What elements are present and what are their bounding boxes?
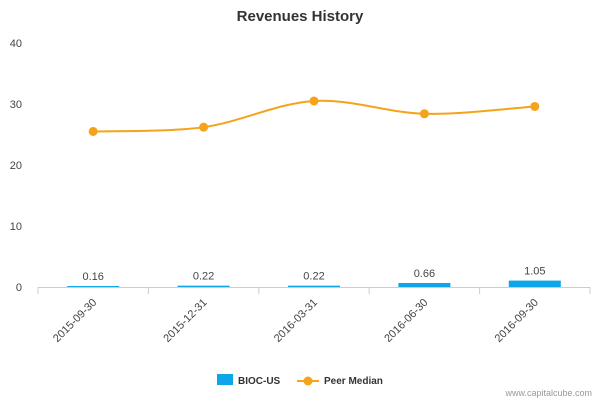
legend[interactable]: BIOC-US Peer Median <box>217 374 383 387</box>
bar-series <box>67 280 561 287</box>
peer-median-point[interactable] <box>199 122 209 132</box>
bar-data-labels: 0.16 0.22 0.22 0.66 1.05 <box>82 266 545 283</box>
x-tick-label: 2016-09-30 <box>493 297 541 345</box>
y-tick-label: 30 <box>10 99 22 111</box>
legend-swatch-peer-marker <box>303 376 313 386</box>
credit-text: www.capitalcube.com <box>504 388 592 398</box>
x-tick-label: 2016-03-31 <box>272 297 320 345</box>
bar-data-label: 0.22 <box>193 271 214 283</box>
bar-bioc[interactable] <box>67 286 120 287</box>
legend-swatch-bioc <box>217 374 233 385</box>
peer-median-point[interactable] <box>419 109 429 119</box>
x-axis: 2015-09-30 2015-12-31 2016-03-31 2016-06-30… <box>37 287 591 345</box>
y-tick-label: 10 <box>10 221 22 233</box>
x-tick-label: 2015-09-30 <box>51 297 99 345</box>
legend-label-bioc[interactable]: BIOC-US <box>238 376 281 387</box>
peer-median-point[interactable] <box>309 96 319 106</box>
x-tick-label: 2015-12-31 <box>161 297 209 345</box>
bar-data-label: 0.16 <box>82 271 103 283</box>
legend-label-peer[interactable]: Peer Median <box>324 376 383 387</box>
bar-bioc[interactable] <box>177 285 230 287</box>
bar-data-label: 1.05 <box>524 266 545 278</box>
y-tick-label: 0 <box>16 282 22 294</box>
y-tick-label: 20 <box>10 160 22 172</box>
peer-median-point[interactable] <box>530 101 540 111</box>
chart-title: Revenues History <box>237 8 364 25</box>
y-tick-label: 40 <box>10 38 22 50</box>
bar-data-label: 0.66 <box>414 268 435 280</box>
bar-bioc[interactable] <box>288 285 340 287</box>
peer-median-point[interactable] <box>88 126 98 136</box>
bar-bioc[interactable] <box>508 280 561 287</box>
y-axis: 0 10 20 30 40 <box>10 38 22 294</box>
bar-data-label: 0.22 <box>303 271 324 283</box>
line-series <box>88 96 540 136</box>
x-tick-label: 2016-06-30 <box>382 297 430 345</box>
bar-bioc[interactable] <box>398 282 451 287</box>
